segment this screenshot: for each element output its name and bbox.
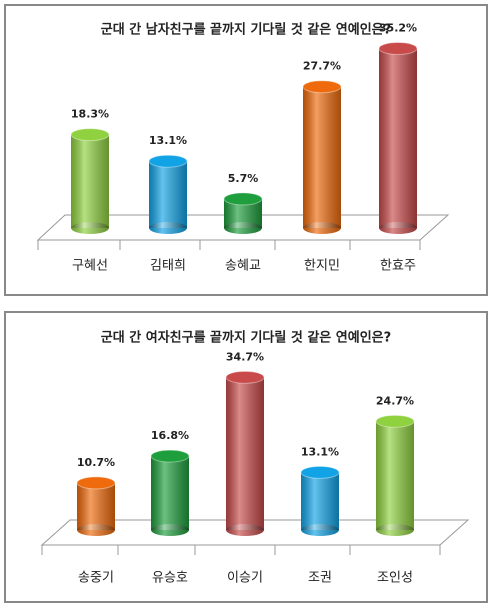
bar-top	[225, 370, 265, 384]
bar	[302, 80, 342, 234]
bar	[223, 192, 263, 234]
bar-shade	[71, 134, 109, 228]
value-label: 5.7%	[228, 172, 259, 185]
bar-top	[302, 80, 342, 94]
value-label: 35.2%	[379, 21, 417, 34]
category-label: 유승호	[152, 571, 188, 586]
bar	[225, 370, 265, 536]
category-label: 김태희	[150, 259, 186, 274]
bar-shade	[226, 377, 264, 530]
value-label: 13.1%	[149, 134, 187, 147]
bar-bottom-shade	[224, 222, 262, 234]
bar	[148, 154, 188, 234]
bar-shade	[376, 421, 414, 530]
category-label: 송혜교	[225, 259, 261, 274]
bar-top	[378, 41, 418, 55]
bar-shade	[77, 482, 115, 530]
category-label: 한효주	[380, 259, 416, 274]
bar-bottom-shade	[226, 524, 264, 536]
bar	[378, 41, 418, 234]
value-label: 10.7%	[77, 456, 115, 469]
bar	[375, 414, 415, 536]
bar-bottom-shade	[77, 524, 115, 536]
category-label: 이승기	[227, 571, 263, 586]
bar-shade	[303, 86, 341, 228]
bar-bottom-shade	[379, 222, 417, 234]
bar-shade	[151, 456, 189, 530]
bar-top	[375, 414, 415, 428]
value-label: 34.7%	[226, 350, 264, 363]
bar-shade	[301, 472, 339, 530]
value-label: 18.3%	[71, 108, 109, 121]
bar-top	[150, 449, 190, 463]
category-label: 한지민	[304, 259, 340, 274]
bar-top	[300, 465, 340, 479]
bar-top	[148, 154, 188, 168]
bar-bottom-shade	[303, 222, 341, 234]
value-label: 13.1%	[301, 445, 339, 458]
bar-top	[223, 192, 263, 206]
bar-bottom-shade	[71, 222, 109, 234]
value-label: 24.7%	[376, 394, 414, 407]
bar-bottom-shade	[301, 524, 339, 536]
floor-dividers	[37, 240, 441, 555]
bar	[150, 449, 190, 536]
category-label: 조권	[308, 571, 332, 586]
value-label: 16.8%	[151, 429, 189, 442]
bar	[300, 465, 340, 536]
bar-top	[70, 128, 110, 142]
bar-shade	[149, 161, 187, 228]
category-label: 구혜선	[72, 259, 108, 274]
chart-title: 군대 간 남자친구를 끝까지 기다릴 것 같은 연예인은?	[101, 22, 391, 38]
bar	[76, 476, 116, 536]
bar-bottom-shade	[149, 222, 187, 234]
bar-bottom-shade	[151, 524, 189, 536]
bar-bottom-shade	[376, 524, 414, 536]
value-label: 27.7%	[303, 60, 341, 73]
chart-title: 군대 간 여자친구를 끝까지 기다릴 것 같은 연예인은?	[101, 330, 391, 346]
category-label: 조인성	[377, 571, 413, 586]
bar-shade	[379, 48, 417, 229]
category-label: 송중기	[78, 571, 114, 586]
bar-top	[76, 476, 116, 490]
bar	[70, 128, 110, 234]
